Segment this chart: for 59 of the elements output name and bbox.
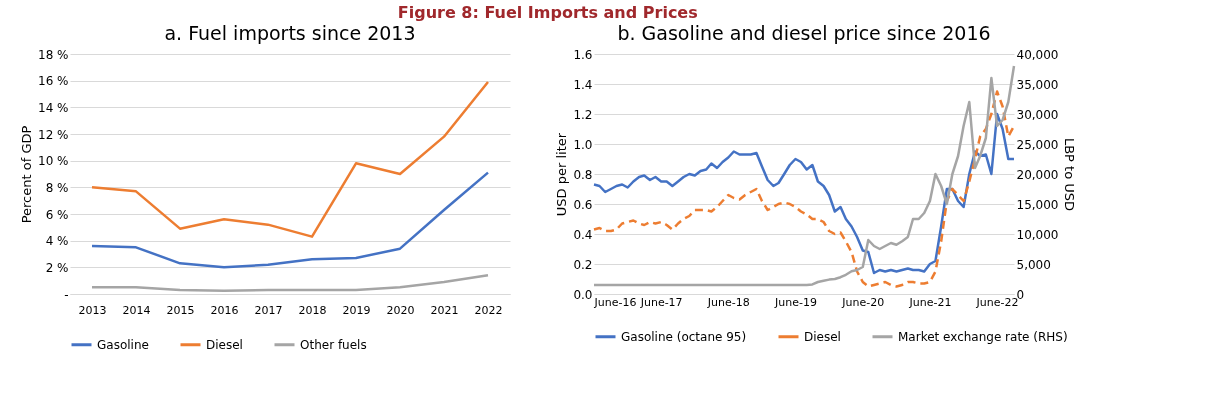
line-series xyxy=(90,274,490,292)
x-tick-label: 2022 xyxy=(474,303,503,317)
x-tick-label: June-21 xyxy=(908,295,952,309)
line-series xyxy=(90,171,490,269)
x-tick-label: 2021 xyxy=(430,303,459,317)
y2-tick-label: 30,000 xyxy=(1016,107,1059,122)
y2-tick-label: 35,000 xyxy=(1016,77,1059,92)
y-tick-label: 0.6 xyxy=(573,197,593,212)
y-tick-label: 16 % xyxy=(38,74,69,89)
y-tick-label: 0.8 xyxy=(573,167,593,182)
y2-axis-title: LBP to USD xyxy=(1062,137,1078,212)
y-tick-label: 12 % xyxy=(38,127,69,142)
x-tick-label: 2016 xyxy=(210,303,239,317)
chart-title: b. Gasoline and diesel price since 2016 xyxy=(617,22,991,44)
y-tick-label: 14 % xyxy=(38,100,69,115)
legend-label: Gasoline (octane 95) xyxy=(621,329,747,344)
line-series xyxy=(592,112,1016,275)
caption: Figure 8: Fuel Imports and Prices xyxy=(397,3,698,22)
y-tick-label: 0.2 xyxy=(573,257,593,272)
y-axis-title: Percent of GDP xyxy=(19,125,35,224)
y2-tick-label: 10,000 xyxy=(1016,227,1059,242)
y-tick-label: 1.6 xyxy=(573,47,593,62)
y2-tick-label: 5,000 xyxy=(1016,257,1051,272)
y-tick-label: - xyxy=(64,287,69,302)
legend-label: Diesel xyxy=(804,329,841,344)
x-tick-label: June-18 xyxy=(706,295,750,309)
x-tick-label: 2018 xyxy=(298,303,327,317)
x-tick-label: 2019 xyxy=(342,303,371,317)
y-tick-label: 0.4 xyxy=(573,227,593,242)
y-tick-label: 4 % xyxy=(45,234,69,249)
legend-label: Diesel xyxy=(206,337,243,352)
legend-label: Gasoline xyxy=(97,337,149,352)
y-tick-label: 0.0 xyxy=(573,287,593,302)
y2-tick-label: 15,000 xyxy=(1016,197,1059,212)
y-axis-title: USD per liter xyxy=(554,132,570,217)
x-tick-label: 2015 xyxy=(166,303,195,317)
y-tick-label: 1.0 xyxy=(573,137,593,152)
line-series xyxy=(90,80,490,238)
y-tick-label: 10 % xyxy=(38,154,69,169)
x-tick-label: 2020 xyxy=(386,303,415,317)
x-tick-label: 2017 xyxy=(254,303,283,317)
legend-label: Market exchange rate (RHS) xyxy=(898,329,1068,344)
y-tick-label: 1.2 xyxy=(573,107,593,122)
y2-tick-label: 20,000 xyxy=(1016,167,1059,182)
x-tick-label: 2014 xyxy=(122,303,151,317)
legend-label: Other fuels xyxy=(300,337,367,352)
x-tick-label: June-19 xyxy=(773,295,817,309)
x-tick-label: June-20 xyxy=(841,295,885,309)
x-tick-label: June-16 xyxy=(593,295,637,309)
y-tick-label: 2 % xyxy=(45,260,69,275)
y2-tick-label: 40,000 xyxy=(1016,47,1059,62)
chart-title: a. Fuel imports since 2013 xyxy=(164,22,416,44)
y-tick-label: 8 % xyxy=(45,180,69,195)
y2-tick-label: 25,000 xyxy=(1016,137,1059,152)
y-tick-label: 1.4 xyxy=(573,77,593,92)
y-tick-label: 18 % xyxy=(38,47,69,62)
x-tick-label: 2013 xyxy=(78,303,107,317)
x-tick-label: June-17 xyxy=(639,295,683,309)
y-tick-label: 6 % xyxy=(45,207,69,222)
